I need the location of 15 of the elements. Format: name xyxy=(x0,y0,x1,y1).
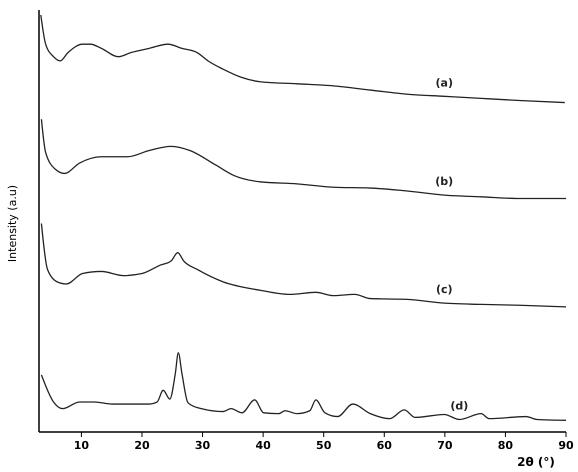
x-tick-label: 70 xyxy=(437,439,453,452)
x-axis-title: 2θ (°) xyxy=(517,455,555,469)
x-tick-label: 30 xyxy=(194,439,211,452)
series-label: (d) xyxy=(450,399,468,412)
x-tick-label: 10 xyxy=(74,439,90,452)
series-label: (c) xyxy=(436,283,453,296)
x-tick-label: 80 xyxy=(498,439,514,452)
x-tick-label: 50 xyxy=(316,439,332,452)
y-axis-title: Intensity (a.u) xyxy=(6,184,19,262)
x-tick-label: 90 xyxy=(558,439,574,452)
series-label: (a) xyxy=(436,76,453,90)
x-tick-label: 20 xyxy=(134,439,150,452)
series-label: (b) xyxy=(435,175,454,188)
x-tick-label: 60 xyxy=(376,439,392,452)
x-tick-label: 40 xyxy=(255,439,272,452)
